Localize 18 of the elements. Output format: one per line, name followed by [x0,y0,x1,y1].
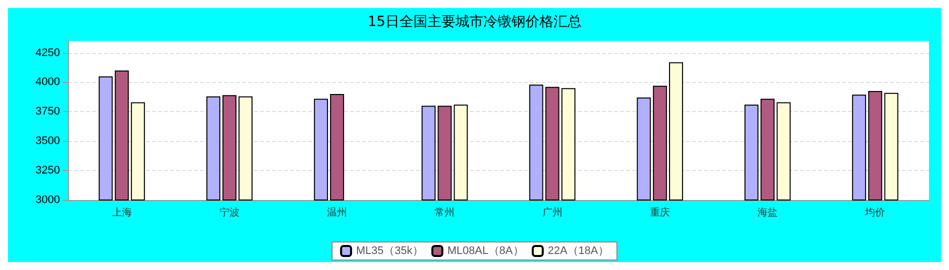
x-tick-label: 广州 [542,206,562,218]
x-tick-label: 海盐 [758,206,778,218]
x-tick-label: 重庆 [650,206,670,218]
legend-label: ML08AL（8A） [447,245,524,257]
x-tick-label: 常州 [434,206,455,218]
legend-label: 22A（18A） [548,245,609,257]
y-tick-label: 4000 [36,76,60,88]
y-tick-label: 3500 [36,135,60,148]
y-tick-label: 3250 [36,164,60,177]
y-tick-label: 3750 [36,106,60,118]
y-tick-label: 4250 [36,46,60,59]
x-tick-label: 宁波 [219,206,240,218]
chart-title: 15日全国主要城市冷镦钢价格汇总 [368,14,582,30]
y-tick-label: 3000 [36,194,60,206]
x-tick-label: 温州 [327,206,348,218]
legend-label: ML35（35k） [356,245,424,257]
x-tick-label: 上海 [112,206,132,218]
x-tick-label: 均价 [864,206,886,218]
